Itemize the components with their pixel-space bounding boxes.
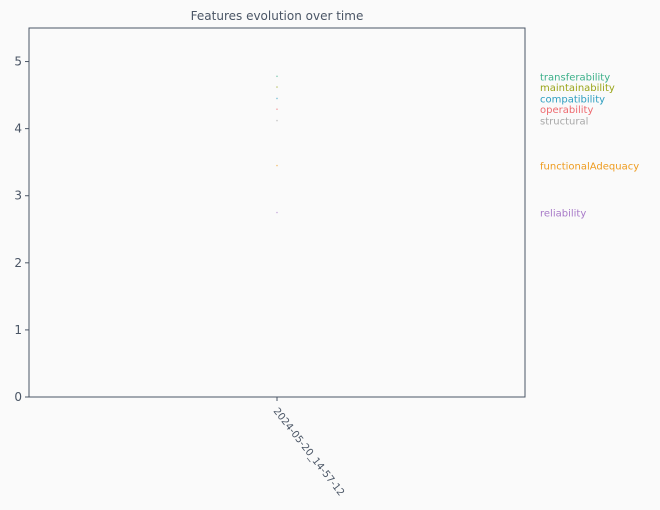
y-axis: 0 1 2 3 4 5: [14, 55, 29, 404]
chart-title: Features evolution over time: [191, 9, 364, 23]
y-tick-label: 4: [14, 122, 22, 136]
legend-label-structural: structural: [540, 117, 588, 128]
series-group: [276, 75, 278, 214]
x-tick-label: 2024-05-20_14-57-12: [271, 406, 346, 498]
legend: transferabilitymaintainabilitycompatibil…: [540, 72, 639, 219]
y-tick-label: 2: [14, 256, 22, 270]
legend-label-compatibility: compatibility: [540, 94, 605, 105]
series-point-structural: [276, 119, 278, 122]
y-tick-label: 3: [14, 189, 22, 203]
y-tick-label: 5: [14, 55, 22, 69]
y-tick-label: 0: [14, 390, 22, 404]
legend-label-transferability: transferability: [540, 72, 610, 83]
series-point-compatibility: [276, 97, 278, 100]
legend-label-reliability: reliability: [540, 209, 586, 220]
y-tick-label: 1: [14, 323, 22, 337]
series-point-maintainability: [276, 86, 278, 88]
series-point-functionalAdequacy: [276, 164, 278, 167]
legend-label-maintainability: maintainability: [540, 83, 615, 94]
series-point-operability: [276, 108, 278, 110]
legend-label-functionalAdequacy: functionalAdequacy: [540, 162, 639, 173]
series-point-reliability: [276, 211, 278, 214]
x-axis: 2024-05-20_14-57-12: [271, 397, 346, 498]
legend-label-operability: operability: [540, 105, 593, 116]
series-point-transferability: [276, 75, 278, 78]
